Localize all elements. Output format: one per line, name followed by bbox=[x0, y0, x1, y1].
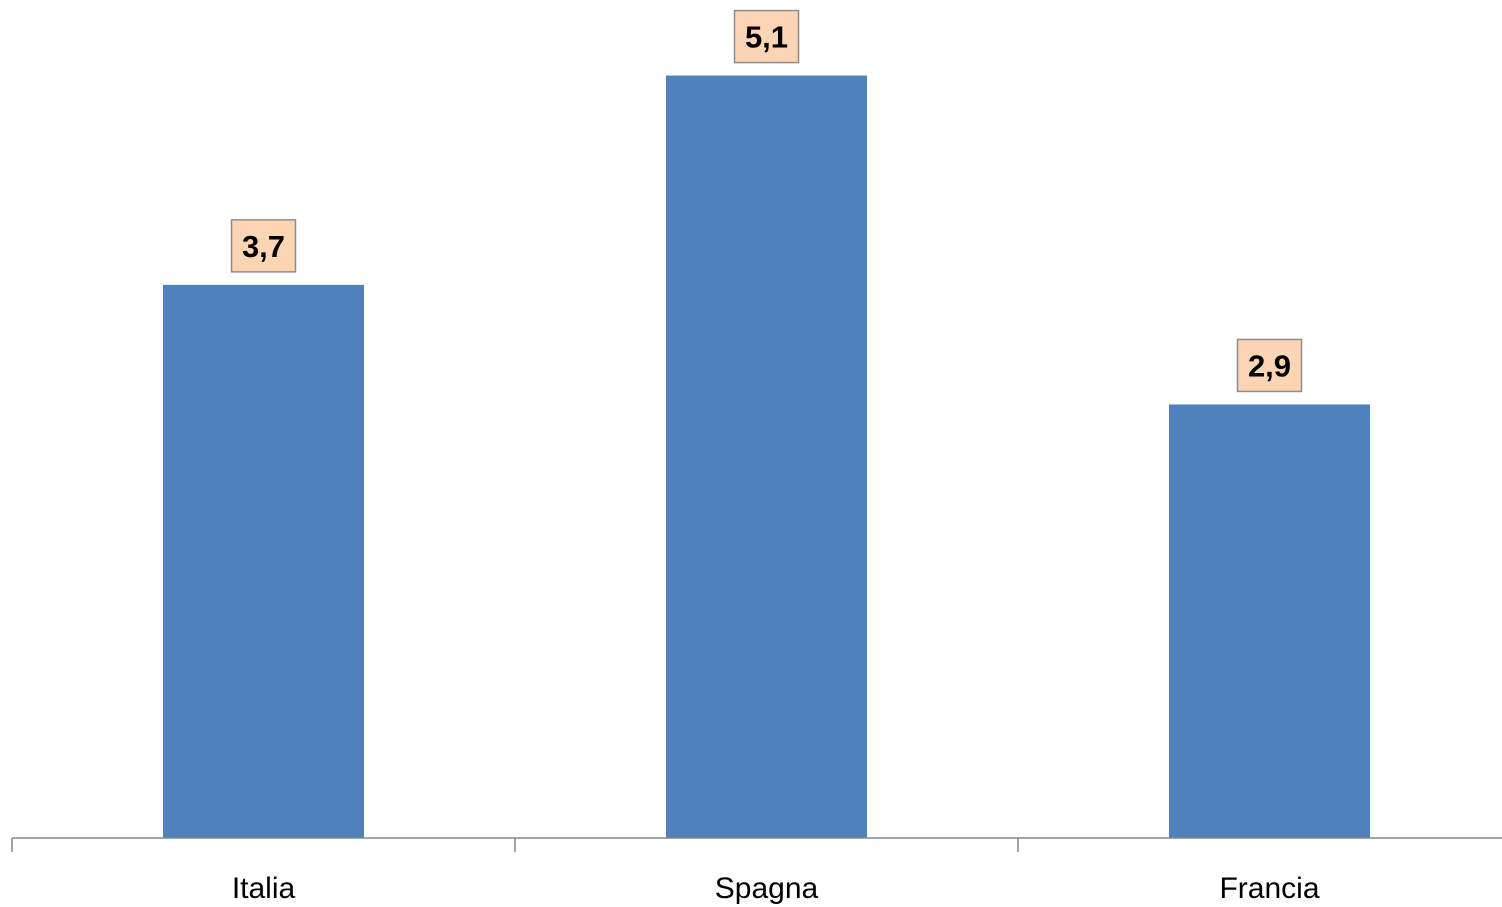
x-axis-ticks bbox=[12, 838, 1018, 852]
data-label-value: 5,1 bbox=[745, 20, 788, 55]
bar-italia bbox=[163, 285, 364, 838]
x-tick-label-francia: Francia bbox=[1219, 872, 1319, 905]
bars-layer bbox=[163, 76, 1370, 838]
data-label-francia: 2,9 bbox=[1238, 339, 1302, 391]
x-tick-label-spagna: Spagna bbox=[715, 872, 819, 905]
data-label-spagna: 5,1 bbox=[735, 11, 799, 63]
data-label-value: 3,7 bbox=[242, 229, 285, 264]
data-label-italia: 3,7 bbox=[232, 220, 296, 272]
x-tick-labels-layer: Italia Spagna Francia bbox=[232, 872, 1320, 905]
data-label-value: 2,9 bbox=[1248, 348, 1291, 383]
bar-francia bbox=[1169, 404, 1370, 838]
x-tick-label-italia: Italia bbox=[232, 872, 296, 905]
bar-spagna bbox=[666, 76, 867, 838]
